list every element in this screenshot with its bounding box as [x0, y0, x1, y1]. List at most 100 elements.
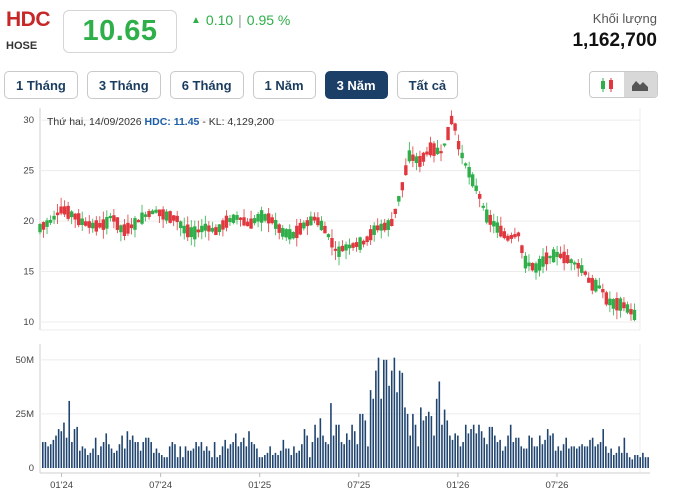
- volume-bar: [644, 457, 647, 468]
- candle-body: [87, 221, 91, 228]
- tab-1-month[interactable]: 1 Tháng: [4, 71, 78, 99]
- tab-3-years[interactable]: 3 Năm: [324, 71, 388, 99]
- volume-bar: [190, 450, 192, 468]
- area-chart-icon: [632, 80, 649, 91]
- price-y-tick-label: 15: [23, 267, 34, 278]
- candle-body: [337, 246, 341, 257]
- volume-bar: [216, 457, 219, 468]
- volume-bar: [618, 446, 620, 468]
- volume-panel: 50M 25M 0 01'24 07'24 01'25 07'25 01'26 07'26: [16, 344, 650, 491]
- candle-body: [119, 225, 123, 233]
- candle-body: [214, 227, 218, 236]
- volume-bar: [541, 444, 544, 468]
- volume-bar: [398, 370, 401, 468]
- candle-body: [400, 182, 405, 191]
- candle-body: [330, 238, 334, 248]
- candle-body: [615, 298, 619, 311]
- candle-body: [442, 143, 447, 146]
- candle-body: [129, 224, 134, 229]
- volume-bar: [94, 437, 97, 468]
- volume-bar: [451, 439, 454, 468]
- volume-bar: [208, 450, 211, 468]
- volume-bar: [264, 455, 266, 468]
- volume-bar: [488, 426, 491, 468]
- candle-body: [435, 147, 440, 155]
- volume-bar: [314, 424, 316, 468]
- volume-bar: [422, 420, 425, 468]
- candle-body: [516, 232, 521, 237]
- candle-body: [259, 210, 264, 223]
- volume-bar: [232, 442, 234, 468]
- candle-body: [105, 217, 109, 229]
- volume-bar: [237, 446, 240, 468]
- tab-1-year[interactable]: 1 Năm: [252, 71, 316, 99]
- candle-body: [175, 215, 179, 223]
- volume-bar: [123, 448, 126, 468]
- candle-body: [147, 211, 151, 217]
- volume-bar: [517, 437, 520, 468]
- volume-bar: [227, 448, 229, 468]
- candle-body: [112, 215, 116, 222]
- tab-3-months[interactable]: 3 Tháng: [86, 71, 161, 99]
- candle-body: [312, 216, 317, 221]
- candle-body: [537, 258, 542, 271]
- price-gridlines: [39, 108, 641, 331]
- volume-bar: [110, 448, 113, 468]
- hover-volume: - KL: 4,129,200: [202, 116, 274, 128]
- change-separator: |: [238, 12, 242, 28]
- volume-bar: [575, 448, 578, 468]
- price-box: 10.65: [63, 10, 177, 53]
- volume-bar: [166, 457, 168, 468]
- volume-bar: [454, 433, 456, 468]
- volume-bar: [549, 435, 552, 468]
- candle-body: [446, 127, 450, 141]
- volume-bar: [153, 452, 155, 468]
- volume-bar: [435, 398, 438, 468]
- candle-body: [66, 205, 70, 219]
- volume-bar: [92, 448, 94, 468]
- volume-bar: [229, 444, 232, 468]
- volume-bar: [380, 398, 382, 468]
- tab-6-months[interactable]: 6 Tháng: [169, 71, 244, 99]
- candle-body: [386, 220, 390, 230]
- candle-body: [502, 231, 507, 239]
- volume-bar: [620, 452, 623, 468]
- candle-body: [611, 299, 616, 309]
- candlestick-chart-button[interactable]: [590, 72, 624, 97]
- volume-bar: [346, 433, 348, 468]
- volume-bar: [367, 446, 369, 468]
- volume-bar: [261, 457, 263, 468]
- candle-body: [150, 210, 155, 215]
- candle-body: [562, 251, 566, 264]
- volume-bar: [409, 435, 412, 468]
- volume-bar: [137, 442, 139, 468]
- volume-bar: [340, 442, 343, 468]
- volume-bar: [168, 446, 171, 468]
- candle-body: [288, 229, 292, 240]
- volume-bar: [353, 431, 356, 468]
- candle-body: [179, 221, 183, 229]
- candle-body: [266, 213, 271, 224]
- candle-body: [478, 193, 482, 199]
- volume-bar: [316, 437, 319, 468]
- current-price: 10.65: [82, 15, 158, 47]
- volume-bar: [211, 457, 213, 468]
- candle-body: [133, 218, 137, 230]
- volume-bar: [176, 457, 179, 468]
- candle-body: [439, 151, 443, 154]
- candle-body: [587, 277, 591, 283]
- candlestick-icon: [600, 77, 613, 92]
- volume-bar: [330, 403, 332, 468]
- tab-all[interactable]: Tất cả: [396, 71, 459, 99]
- candle-body: [126, 222, 130, 234]
- candle-body: [597, 285, 602, 289]
- volume-bar: [192, 448, 195, 468]
- area-chart-button[interactable]: [623, 72, 657, 97]
- volume-bar: [581, 444, 583, 468]
- volume-bar: [266, 452, 269, 468]
- volume-bar: [441, 424, 443, 468]
- volume-bar: [221, 446, 224, 468]
- candle-body: [168, 211, 172, 223]
- candle-body: [59, 206, 63, 214]
